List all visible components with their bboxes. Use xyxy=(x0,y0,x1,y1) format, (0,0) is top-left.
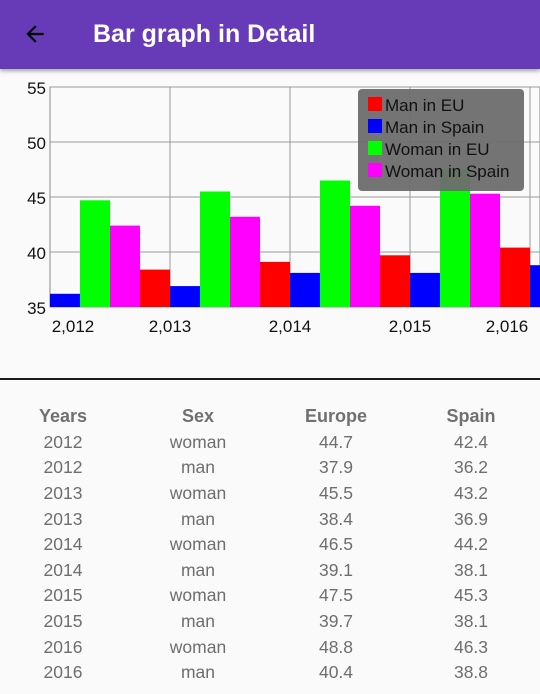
spain-cell: 43.2 xyxy=(453,483,489,504)
europe-cell: 37.9 xyxy=(318,457,354,478)
table-row: 2012 man 37.9 36.2 xyxy=(0,455,540,481)
app-bar: Bar graph in Detail xyxy=(0,0,540,69)
year-cell: 2014 xyxy=(43,534,83,555)
bar xyxy=(110,225,140,307)
sex-cell: man xyxy=(180,508,216,529)
sex-cell: man xyxy=(180,611,216,632)
spain-cell: 45.3 xyxy=(453,585,489,606)
spain-cell: 36.9 xyxy=(453,508,489,529)
sex-cell: man xyxy=(180,457,216,478)
sex-cell: man xyxy=(180,559,216,580)
y-tick-label: 55 xyxy=(27,79,46,98)
bar xyxy=(260,261,290,307)
europe-cell: 47.5 xyxy=(318,585,354,606)
header-sex: Sex xyxy=(181,406,215,427)
bar xyxy=(140,269,170,307)
data-table: Years Sex Europe Spain 2012 woman 44.7 42.4… xyxy=(0,404,540,686)
bar xyxy=(470,193,500,307)
europe-cell: 45.5 xyxy=(318,483,354,504)
legend-box xyxy=(358,89,524,191)
table-row: 2016 woman 48.8 46.3 xyxy=(0,634,540,660)
year-cell: 2014 xyxy=(43,559,83,580)
spain-cell: 38.1 xyxy=(453,611,489,632)
spain-cell: 38.8 xyxy=(453,662,489,683)
bar xyxy=(290,272,320,307)
europe-cell: 46.5 xyxy=(318,534,354,555)
year-cell: 2013 xyxy=(43,483,83,504)
bar xyxy=(500,247,530,307)
table-row: 2015 woman 47.5 45.3 xyxy=(0,583,540,609)
page-title: Bar graph in Detail xyxy=(93,20,316,48)
y-tick-label: 45 xyxy=(27,189,46,208)
y-tick-label: 40 xyxy=(27,244,46,263)
year-cell: 2013 xyxy=(43,508,83,529)
bar xyxy=(530,265,540,307)
sex-cell: woman xyxy=(169,483,227,504)
legend-label: Man in Spain xyxy=(385,118,484,137)
table-row: 2014 man 39.1 38.1 xyxy=(0,558,540,584)
table-row: 2012 woman 44.7 42.4 xyxy=(0,430,540,456)
europe-cell: 48.8 xyxy=(318,636,354,657)
year-cell: 2016 xyxy=(43,636,83,657)
table-row: 2013 man 38.4 36.9 xyxy=(0,506,540,532)
bar xyxy=(170,286,200,307)
y-tick-label: 50 xyxy=(27,134,46,153)
spain-cell: 46.3 xyxy=(453,636,489,657)
legend-label: Woman in EU xyxy=(385,140,490,159)
header-spain: Spain xyxy=(446,406,496,427)
table-row: 2014 woman 46.5 44.2 xyxy=(0,532,540,558)
bar xyxy=(410,272,440,307)
sex-cell: man xyxy=(180,662,216,683)
x-tick-label: 2,015 xyxy=(389,317,432,336)
table-row: 2013 woman 45.5 43.2 xyxy=(0,481,540,507)
table-row: 2015 man 39.7 38.1 xyxy=(0,609,540,635)
bar xyxy=(200,191,230,307)
bar xyxy=(350,205,380,307)
year-cell: 2012 xyxy=(43,457,83,478)
bar xyxy=(320,180,350,307)
bar xyxy=(230,216,260,307)
x-tick-label: 2,013 xyxy=(149,317,192,336)
bar xyxy=(80,200,110,307)
europe-cell: 39.7 xyxy=(318,611,354,632)
europe-cell: 40.4 xyxy=(318,662,354,683)
sex-cell: woman xyxy=(169,636,227,657)
spain-cell: 44.2 xyxy=(453,534,489,555)
y-tick-label: 35 xyxy=(27,299,46,318)
table-row: 2016 man 40.4 38.8 xyxy=(0,660,540,686)
year-cell: 2016 xyxy=(43,662,83,683)
spain-cell: 36.2 xyxy=(453,457,489,478)
sex-cell: woman xyxy=(169,534,227,555)
legend-label: Man in EU xyxy=(385,96,464,115)
year-cell: 2012 xyxy=(43,431,83,452)
bar-chart: 35 40 45 50 55 2,012 2,013 2,014 2,015 2,016 Man i… xyxy=(27,79,540,336)
legend-swatch xyxy=(368,163,382,177)
header-europe: Europe xyxy=(304,406,367,427)
x-tick-label: 2,014 xyxy=(269,317,312,336)
bar xyxy=(50,293,80,307)
back-button[interactable] xyxy=(20,19,50,49)
europe-cell: 39.1 xyxy=(318,559,354,580)
x-tick-label: 2,012 xyxy=(52,317,95,336)
sex-cell: woman xyxy=(169,585,227,606)
divider xyxy=(0,378,540,380)
bar xyxy=(380,255,410,307)
legend-swatch xyxy=(368,119,382,133)
bar xyxy=(440,169,470,307)
spain-cell: 38.1 xyxy=(453,559,489,580)
europe-cell: 38.4 xyxy=(318,508,354,529)
table-body: 2012 woman 44.7 42.4 2012 man 37.9 36.2 2013 woma… xyxy=(0,430,540,686)
x-tick-label: 2,016 xyxy=(486,317,529,336)
spain-cell: 42.4 xyxy=(453,431,489,452)
legend-label: Woman in Spain xyxy=(385,162,509,181)
table-header-row: Years Sex Europe Spain xyxy=(0,404,540,430)
europe-cell: 44.7 xyxy=(318,431,354,452)
legend-swatch xyxy=(368,141,382,155)
year-cell: 2015 xyxy=(43,611,83,632)
sex-cell: woman xyxy=(169,431,227,452)
legend-swatch xyxy=(368,97,382,111)
arrow-back-icon xyxy=(26,25,44,43)
header-years: Years xyxy=(38,406,88,427)
year-cell: 2015 xyxy=(43,585,83,606)
